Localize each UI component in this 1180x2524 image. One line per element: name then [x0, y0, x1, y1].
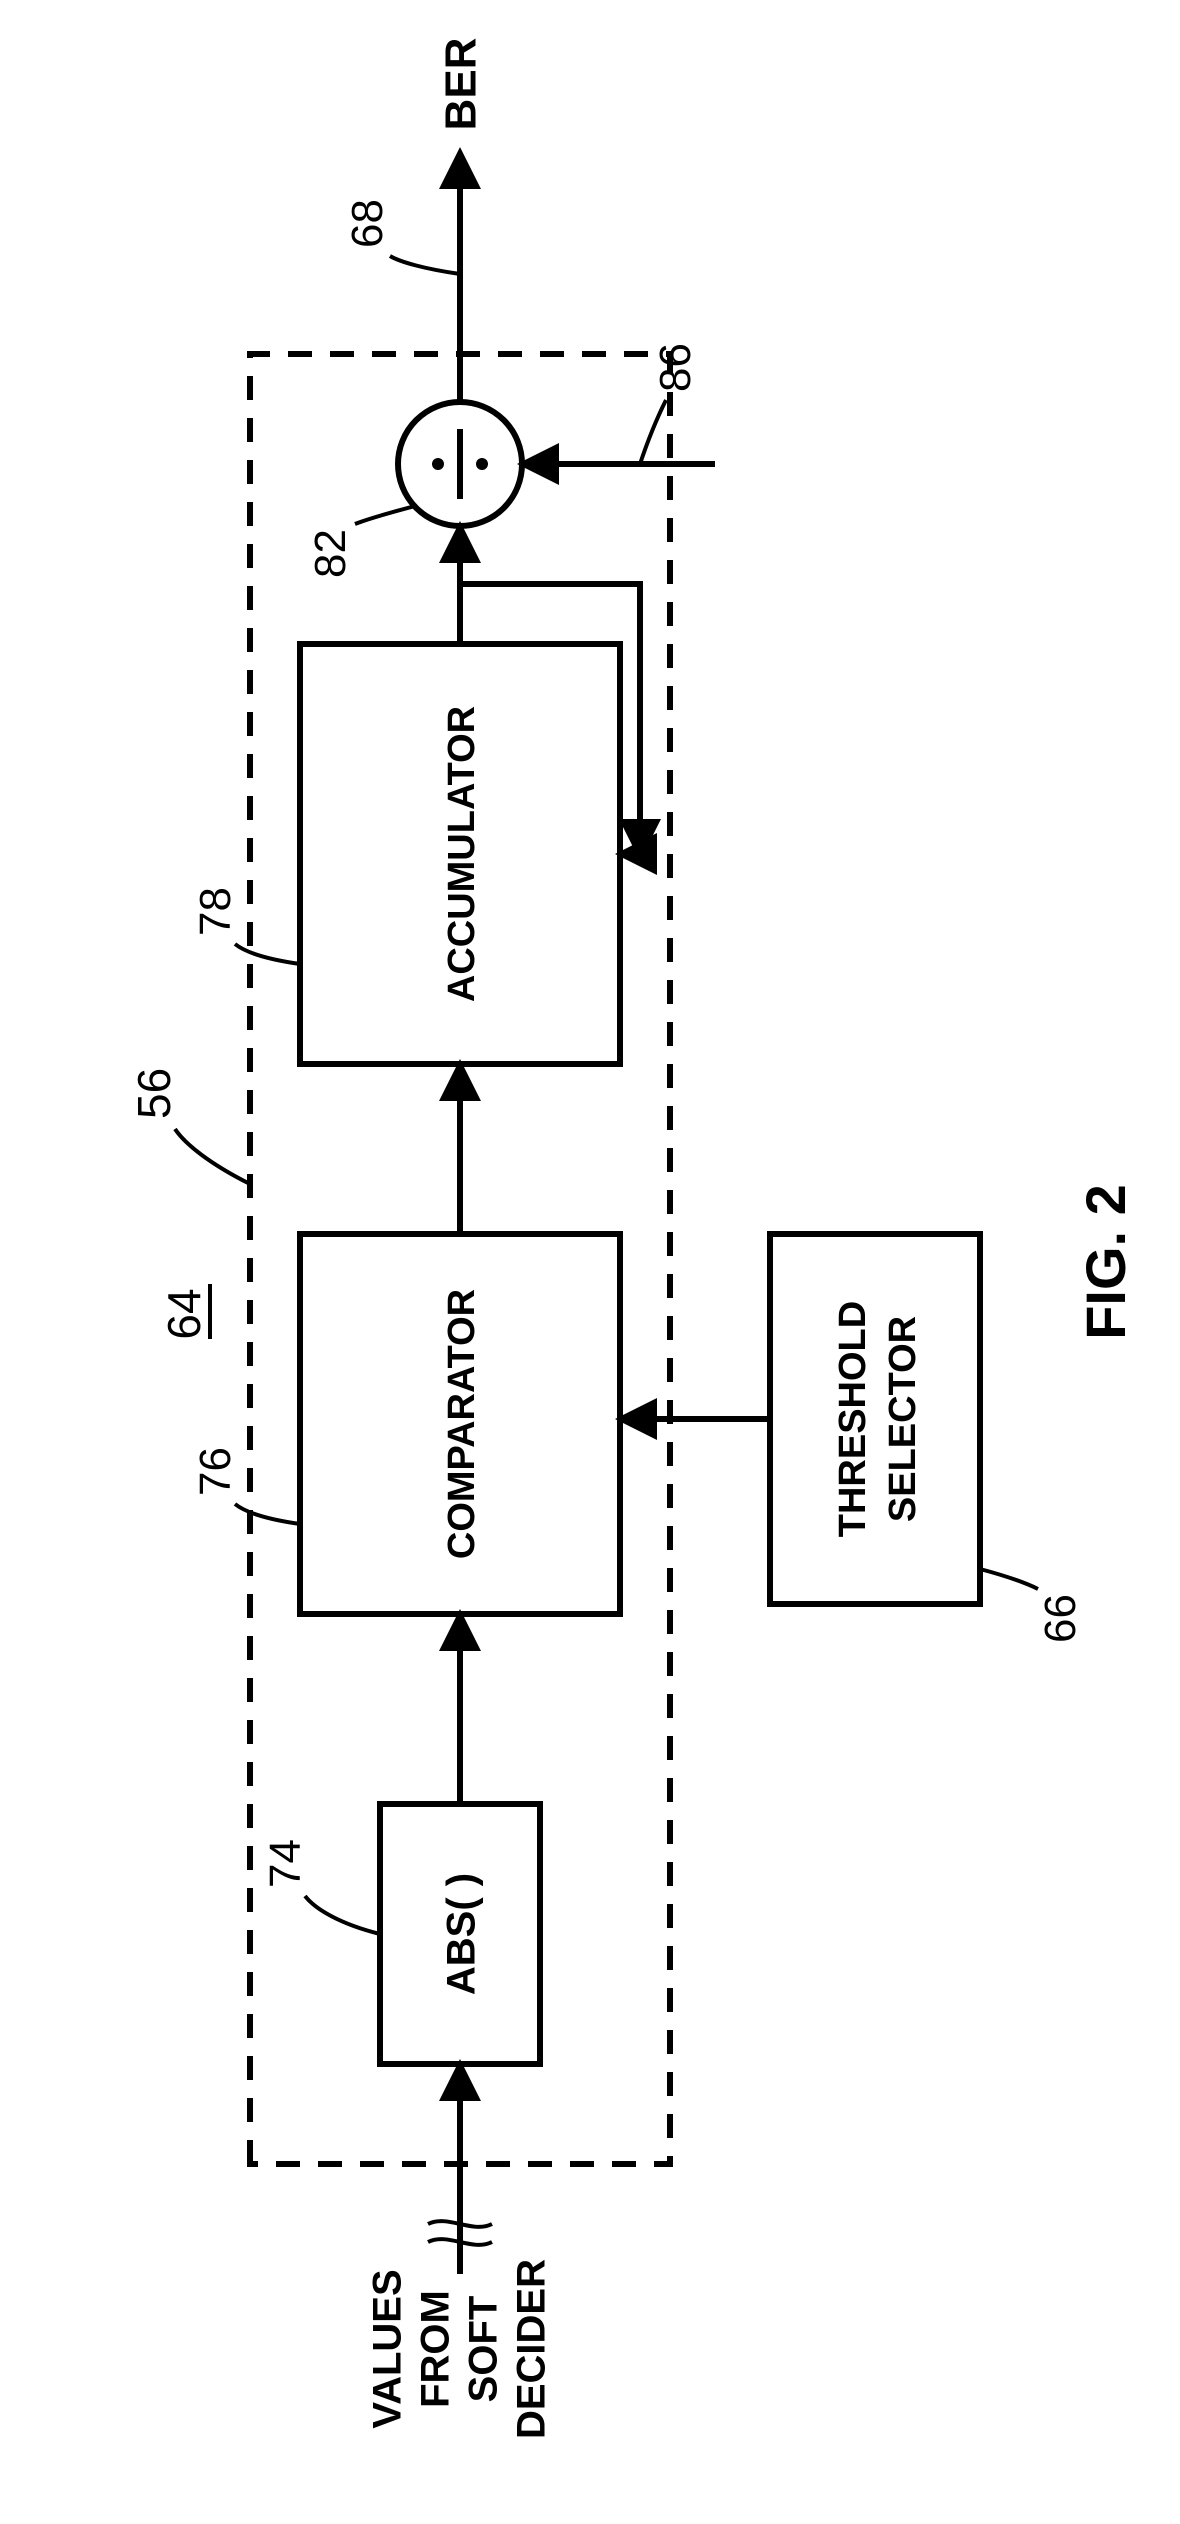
leader-82 [355, 506, 415, 524]
leader-68 [390, 256, 460, 274]
ref-78: 78 [191, 887, 240, 936]
figure-caption: FIG. 2 [1074, 1184, 1137, 1340]
leader-56 [175, 1129, 250, 1184]
leader-66 [980, 1569, 1038, 1589]
divider-dot-top [432, 458, 444, 470]
input-break-2 [428, 2221, 492, 2227]
divider-dot-bot [476, 458, 488, 470]
leader-86 [640, 400, 666, 464]
input-label-2: FROM [414, 2290, 458, 2408]
ref-82: 82 [306, 529, 355, 578]
leader-56-ref: 56 [128, 1068, 180, 1119]
ref-66: 66 [1036, 1594, 1085, 1643]
input-break-1 [428, 2239, 492, 2245]
comparator-label: COMPARATOR [441, 1289, 483, 1559]
abs-label: ABS( ) [440, 1873, 484, 1995]
input-label-3: SOFT [462, 2296, 506, 2403]
ref-68: 68 [343, 199, 392, 248]
threshold-block [770, 1234, 980, 1604]
threshold-label-1: THRESHOLD [832, 1301, 874, 1537]
leader-76 [235, 1504, 300, 1524]
leader-78 [235, 944, 300, 964]
ref-76: 76 [191, 1447, 240, 1496]
output-label: BER [437, 38, 486, 131]
threshold-label-2: SELECTOR [882, 1316, 924, 1522]
input-label-4: DECIDER [510, 2259, 554, 2439]
dashed-box-ref: 64 [158, 1288, 210, 1339]
accumulator-label: ACCUMULATOR [441, 706, 483, 1002]
leader-74 [305, 1896, 380, 1934]
input-label-1: VALUES [366, 2269, 410, 2428]
ref-86: 86 [651, 343, 700, 392]
ref-74: 74 [261, 1839, 310, 1888]
